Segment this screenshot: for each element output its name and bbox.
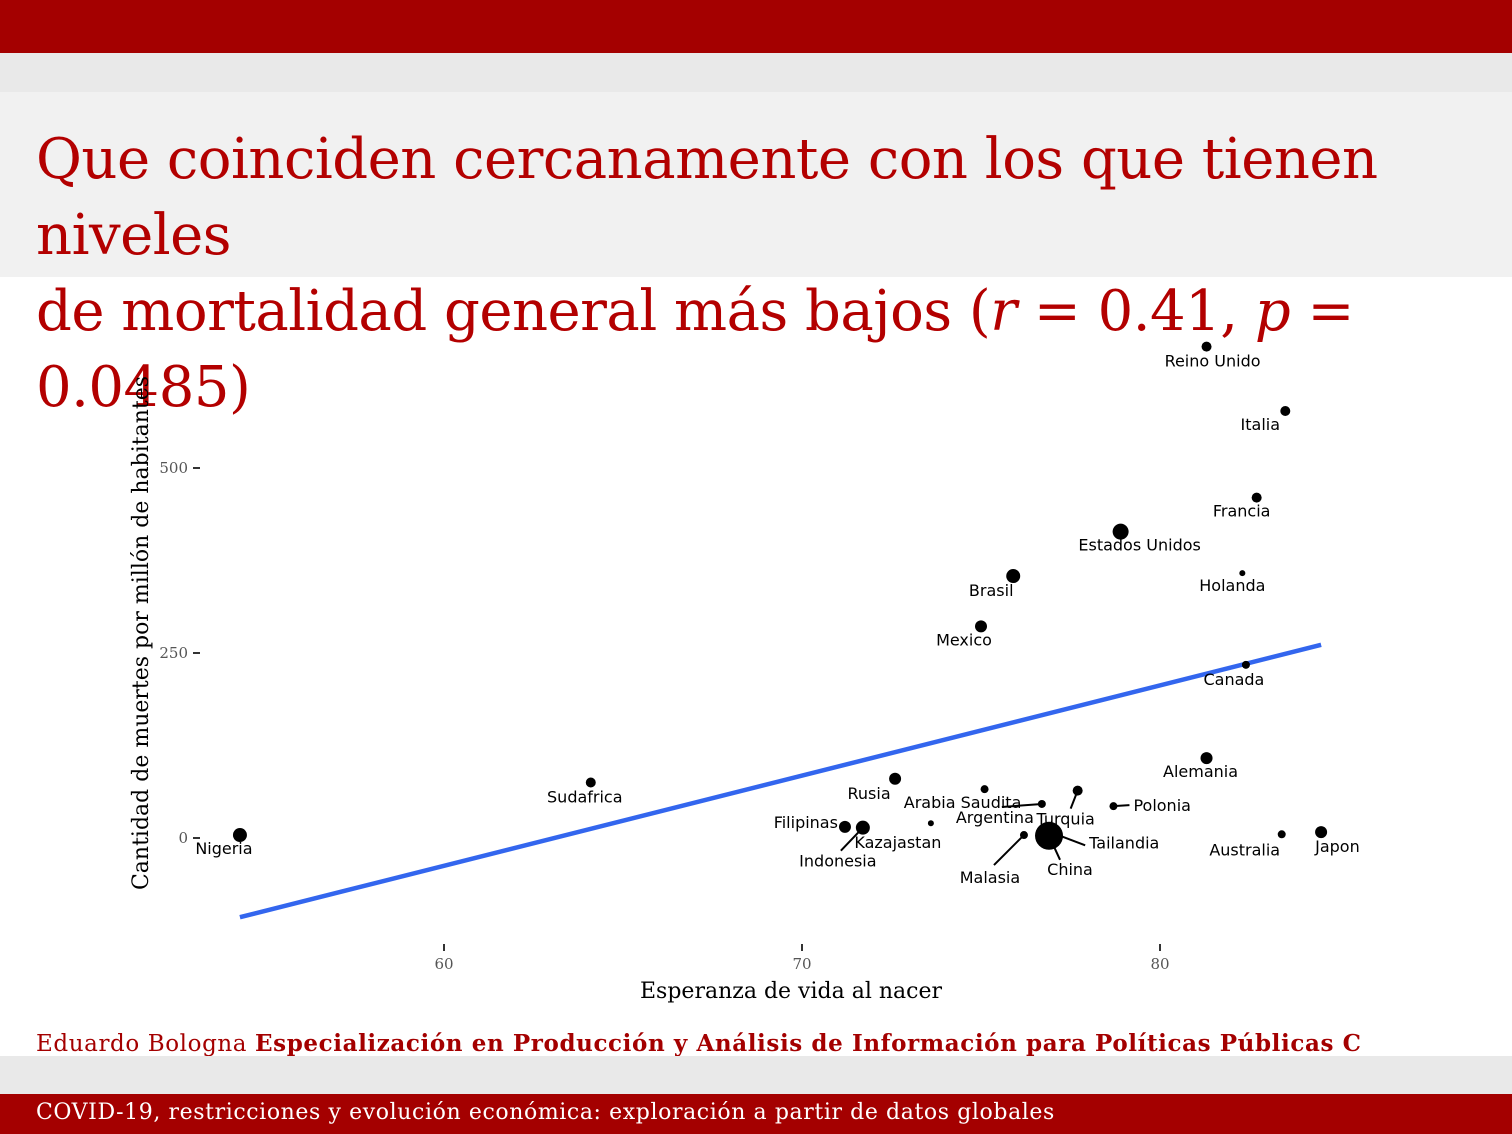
point-label-estados-unidos: Estados Unidos <box>1078 536 1200 555</box>
point-francia <box>1251 492 1262 503</box>
title-p-value: = 0.0485) <box>36 279 1354 420</box>
y-tick-label: 250 <box>159 644 188 662</box>
title-r-symbol: r <box>990 279 1017 344</box>
point-label-china: China <box>1047 860 1093 879</box>
top-gray-band <box>0 53 1512 92</box>
point-filipinas <box>838 820 851 833</box>
point-label-sudafrica: Sudafrica <box>547 788 623 807</box>
point-holanda <box>1239 570 1246 577</box>
point-label-francia: Francia <box>1213 502 1271 521</box>
footer-author: Eduardo Bologna <box>36 1031 248 1057</box>
point-label-australia: Australia <box>1209 840 1280 859</box>
point-label-rusia: Rusia <box>848 784 891 803</box>
point-label-japon: Japon <box>1314 837 1360 856</box>
title-p-symbol: p <box>1254 279 1291 344</box>
point-japon <box>1315 826 1328 839</box>
point-label-malasia: Malasia <box>960 868 1020 887</box>
point-label-kazajastan: Kazajastan <box>854 833 941 852</box>
point-polonia <box>1109 802 1118 811</box>
point-canada <box>1241 660 1250 669</box>
point-nigeria <box>232 828 247 843</box>
point-italia <box>1280 406 1291 417</box>
point-label-turquia: Turquia <box>1035 810 1094 829</box>
point-label-polonia: Polonia <box>1133 796 1191 815</box>
trend-line <box>239 642 1322 920</box>
top-brand-bar <box>0 0 1512 53</box>
point-label-tailandia: Tailandia <box>1088 833 1159 852</box>
point-mexico <box>975 620 987 633</box>
data-points <box>232 341 1328 866</box>
point-label-italia: Italia <box>1241 415 1281 434</box>
x-tick-label: 80 <box>1150 955 1169 973</box>
point-label-indonesia: Indonesia <box>799 852 876 871</box>
point-sudafrica <box>585 777 596 788</box>
footer-brand-bar <box>0 1094 1512 1134</box>
x-tick-label: 60 <box>434 955 453 973</box>
point-label-brasil: Brasil <box>969 581 1014 600</box>
x-axis: 60 70 80 <box>434 944 1170 973</box>
footer-subtitle: COVID-19, restricciones y evolución econ… <box>36 1100 1055 1125</box>
point-label-nigeria: Nigeria <box>195 839 252 858</box>
footer-program: Especialización en Producción y Análisis… <box>255 1030 1362 1057</box>
point-label-filipinas: Filipinas <box>774 813 838 832</box>
point-reino-unido <box>1201 341 1212 352</box>
point-labels: Reino Unido Italia Francia Estados Unidos Ho… <box>195 352 1359 887</box>
point-argentina <box>1037 799 1046 808</box>
point-australia <box>1277 830 1286 839</box>
point-arabia-saudita <box>980 785 989 794</box>
x-axis-title: Esperanza de vida al nacer <box>640 979 942 1004</box>
footer-gray-band <box>0 1056 1512 1094</box>
point-label-canada: Canada <box>1203 670 1264 689</box>
slide-title: Que coinciden cercanamente con los que t… <box>36 122 1496 426</box>
point-label-arabia-saudita: Arabia Saudita <box>904 793 1022 812</box>
label-leader-malasia <box>993 834 1025 866</box>
title-line-2-text: de mortalidad general más bajos ( <box>36 279 991 344</box>
point-kazajastan <box>927 820 934 827</box>
point-malasia <box>1019 831 1028 840</box>
label-leader-argentina <box>1001 802 1042 808</box>
scatter-chart: 0 250 500 60 70 80 Reino Unido Italia Francia E… <box>129 341 1360 1004</box>
y-axis-title: Cantidad de muertes por millón de habita… <box>129 376 154 890</box>
footer-credit: Eduardo Bologna Especialización en Produ… <box>36 1030 1362 1057</box>
point-label-alemania: Alemania <box>1163 762 1238 781</box>
point-estados-unidos <box>1112 523 1129 540</box>
point-label-reino-unido: Reino Unido <box>1165 352 1261 371</box>
point-brasil <box>1006 569 1021 584</box>
y-tick-label: 0 <box>178 829 188 847</box>
point-label-mexico: Mexico <box>936 630 992 649</box>
y-tick-label: 500 <box>159 459 188 477</box>
y-axis: 0 250 500 <box>159 459 200 847</box>
title-block <box>0 92 1512 277</box>
title-line-1: Que coinciden cercanamente con los que t… <box>36 127 1378 268</box>
point-china <box>1035 821 1064 850</box>
point-label-holanda: Holanda <box>1199 576 1265 595</box>
point-rusia <box>889 772 902 785</box>
point-label-argentina: Argentina <box>956 808 1034 827</box>
point-indonesia <box>855 820 870 835</box>
point-turquia <box>1072 785 1083 796</box>
x-tick-label: 70 <box>792 955 811 973</box>
title-r-value: = 0.41, <box>1016 279 1255 344</box>
point-tailandia <box>1053 831 1060 838</box>
point-alemania <box>1200 752 1213 765</box>
label-leader-tailandia <box>1055 833 1086 847</box>
